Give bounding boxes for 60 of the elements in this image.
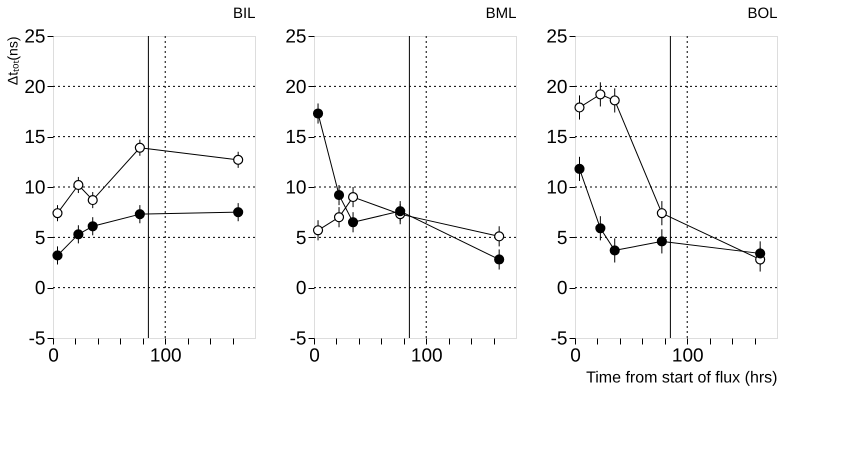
- y-tick-label: 20: [285, 76, 306, 98]
- x-tick-label: 0: [48, 346, 59, 366]
- point: [395, 206, 406, 216]
- point: [134, 209, 145, 220]
- point: [574, 164, 585, 174]
- point: [73, 180, 84, 190]
- y-tick-label: 5: [34, 228, 46, 249]
- point: [88, 221, 98, 232]
- y-tick-label: 15: [546, 127, 568, 148]
- chart-title: BIL: [232, 5, 256, 22]
- point: [656, 236, 667, 246]
- y-tick-label: 10: [24, 178, 46, 198]
- y-tick-label: 10: [546, 178, 568, 198]
- y-tick-label: 20: [24, 76, 46, 98]
- y-tick-label: 25: [24, 26, 46, 48]
- y-tick-label: 25: [285, 26, 306, 48]
- y-tick-label: 10: [285, 178, 306, 198]
- x-tick-label: 100: [672, 346, 704, 366]
- x-tick-label: 0: [570, 346, 581, 366]
- y-tick-label: 15: [285, 127, 306, 148]
- x-tick-label: 0: [309, 346, 320, 366]
- y-tick-label: -5: [28, 328, 46, 350]
- y-axis-title: Δtₜₒₜ(ns): [4, 36, 20, 86]
- point: [233, 207, 244, 218]
- point: [595, 89, 606, 100]
- y-tick-label: 25: [546, 26, 568, 48]
- y-tick-label: 20: [546, 76, 568, 98]
- y-tick-label: 0: [296, 278, 306, 300]
- point: [348, 192, 358, 202]
- y-tick-label: 5: [296, 228, 306, 249]
- point: [73, 229, 84, 240]
- point: [233, 154, 244, 165]
- y-tick-label: 5: [556, 228, 568, 249]
- point: [52, 250, 63, 261]
- point: [574, 102, 585, 113]
- chart-title: BOL: [747, 5, 778, 22]
- point: [494, 254, 504, 265]
- y-tick-label: 0: [34, 278, 46, 300]
- x-axis-title: Time from start of flux (hrs): [586, 370, 778, 386]
- point: [312, 225, 324, 236]
- x-tick-label: 100: [410, 346, 443, 366]
- point: [494, 231, 504, 242]
- y-tick-label: -5: [550, 328, 568, 350]
- point: [610, 245, 620, 256]
- x-tick-label: 100: [150, 346, 182, 366]
- point: [755, 248, 766, 259]
- point: [656, 208, 667, 218]
- point: [334, 212, 344, 222]
- y-tick-label: 0: [556, 278, 568, 300]
- point: [134, 142, 145, 153]
- point: [52, 208, 63, 218]
- chart-title: BML: [486, 5, 516, 22]
- point: [88, 195, 98, 206]
- y-tick-label: 15: [24, 127, 46, 148]
- y-tick-label: -5: [290, 328, 306, 350]
- point: [334, 190, 344, 200]
- point: [312, 108, 324, 119]
- point: [610, 95, 620, 106]
- point: [348, 217, 358, 228]
- point: [595, 223, 606, 234]
